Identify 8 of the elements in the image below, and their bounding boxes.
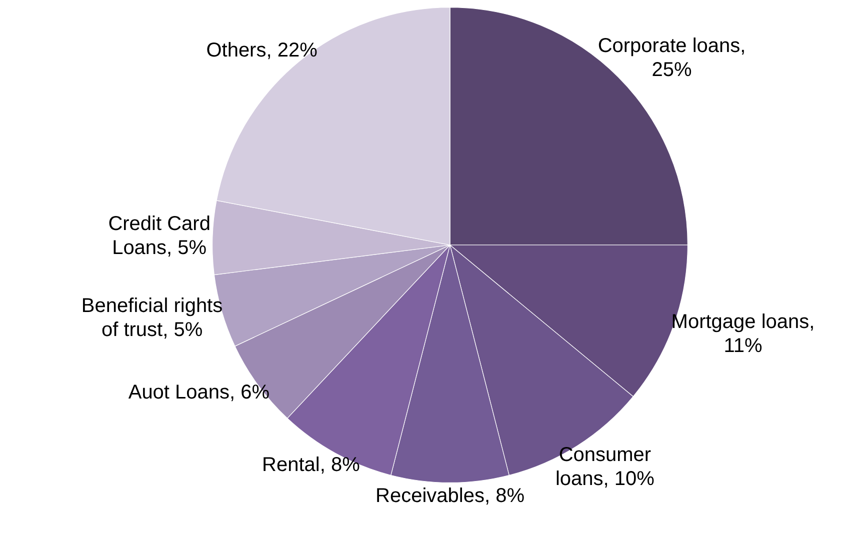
slice-label: Rental, 8% bbox=[262, 454, 360, 476]
slice-label: Credit Card Loans, 5% bbox=[108, 213, 210, 260]
slice-label: Beneficial rights of trust, 5% bbox=[81, 295, 223, 342]
slice-label: Auot Loans, 6% bbox=[128, 381, 270, 404]
slice-label: Others, 22% bbox=[206, 40, 318, 62]
slice-label: Receivables, 8% bbox=[376, 485, 525, 508]
slice-label: Corporate loans, 25% bbox=[598, 35, 746, 82]
slice-label: Consumer loans, 10% bbox=[555, 444, 655, 490]
